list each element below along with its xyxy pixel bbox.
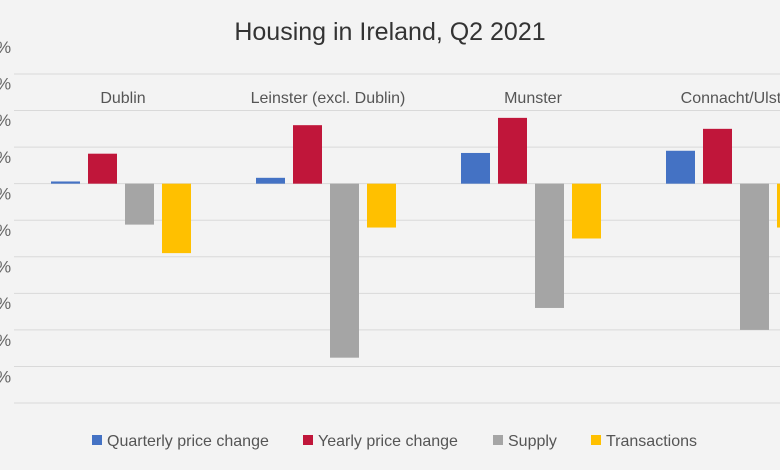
y-tick-label: % <box>0 221 11 240</box>
bar-supply <box>740 183 769 330</box>
y-tick-label: % <box>0 184 11 203</box>
bar-yearly-price-change <box>498 117 527 184</box>
y-tick-label: % <box>0 111 11 130</box>
bar-supply <box>330 183 359 358</box>
legend-label: Supply <box>508 433 557 450</box>
category-label: Leinster (excl. Dublin) <box>251 90 406 107</box>
bar-transactions <box>367 183 396 228</box>
legend-label: Yearly price change <box>318 433 458 450</box>
y-tick-label: % <box>0 148 11 167</box>
legend-swatch <box>303 435 313 445</box>
bar-quarterly-price-change <box>666 150 695 184</box>
legend-label: Quarterly price change <box>107 433 269 450</box>
bar-yearly-price-change <box>293 125 322 184</box>
y-tick-label: % <box>0 38 11 57</box>
bar-yearly-price-change <box>703 128 732 184</box>
y-tick-label: % <box>0 258 11 277</box>
bar-quarterly-price-change <box>51 181 80 184</box>
chart-title: Housing in Ireland, Q2 2021 <box>234 18 545 46</box>
y-tick-label: % <box>0 367 11 386</box>
y-tick-label: % <box>0 75 11 94</box>
bar-supply <box>125 183 154 225</box>
legend-label: Transactions <box>606 433 697 450</box>
bar-quarterly-price-change <box>256 177 285 184</box>
legend-swatch <box>493 435 503 445</box>
category-label: Dublin <box>100 90 145 107</box>
legend-swatch <box>92 435 102 445</box>
bar-transactions <box>572 183 601 239</box>
bar-supply <box>535 183 564 308</box>
y-tick-label: % <box>0 331 11 350</box>
y-tick-label: % <box>0 294 11 313</box>
legend-swatch <box>591 435 601 445</box>
bar-quarterly-price-change <box>461 152 490 184</box>
bar-transactions <box>162 183 191 254</box>
category-label: Connacht/Ulster <box>681 90 780 107</box>
bar-transactions <box>777 183 780 228</box>
category-label: Munster <box>504 90 562 107</box>
bar-yearly-price-change <box>88 153 117 184</box>
